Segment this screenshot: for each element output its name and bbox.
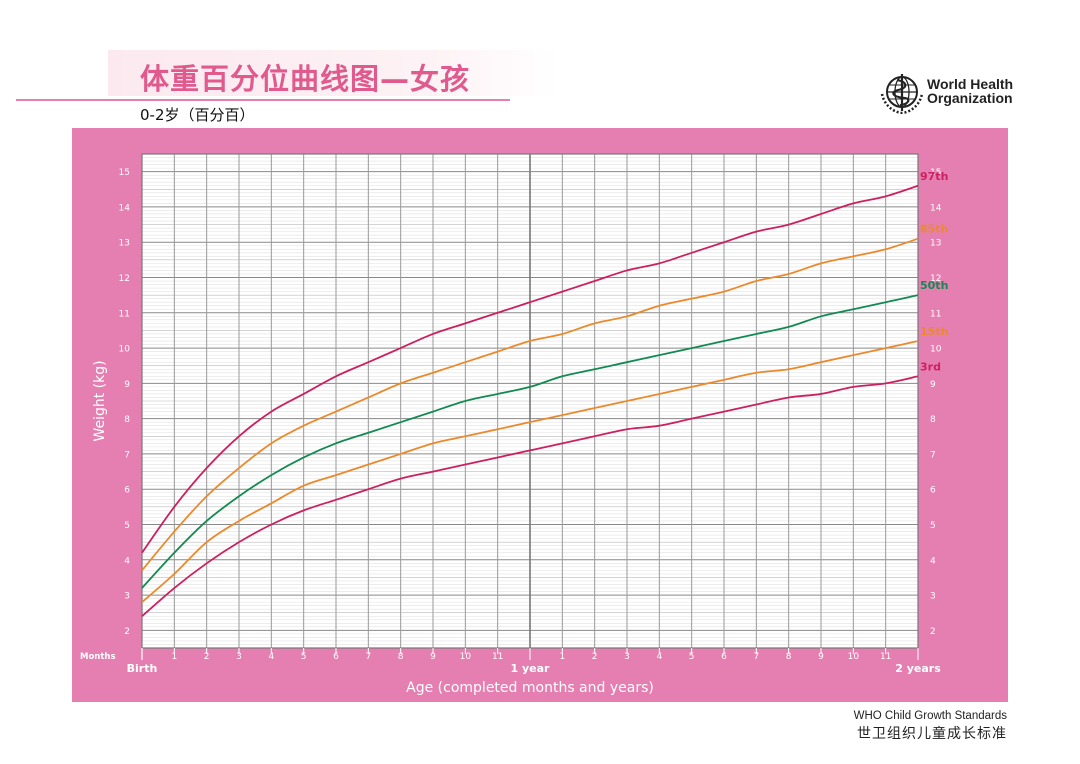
x-tick-label: 1 year: [511, 662, 551, 675]
x-tick-label: 10: [848, 652, 860, 662]
y-tick-label-right: 7: [930, 450, 936, 460]
title-divider: [16, 99, 510, 101]
series-label-3rd: 3rd: [920, 360, 941, 373]
series-line-50th: [141, 294, 919, 589]
series-line-15th: [141, 340, 919, 603]
y-tick-label-right: 14: [930, 203, 942, 213]
x-tick-label: 1: [559, 652, 565, 662]
y-tick-label-left: 9: [124, 380, 130, 390]
y-tick-label-left: 3: [124, 592, 130, 602]
series-label-15th: 15th: [920, 325, 948, 338]
series-label-97th: 97th: [920, 170, 948, 183]
x-tick-label: 8: [398, 652, 404, 662]
page-subtitle: 0-2岁（百分百）: [140, 106, 255, 124]
y-tick-label-right: 5: [930, 521, 936, 531]
y-tick-label-right: 12: [930, 274, 941, 284]
x-tick-label: 6: [721, 652, 727, 662]
y-tick-label-left: 15: [119, 168, 130, 178]
page-title: 体重百分位曲线图—女孩: [140, 62, 471, 96]
y-tick-label-left: 12: [119, 274, 130, 284]
y-tick-label-left: 6: [124, 486, 130, 496]
title-band: [108, 50, 558, 96]
x-tick-label: 11: [880, 652, 891, 662]
y-tick-label-right: 2: [930, 627, 936, 637]
x-tick-label: 5: [689, 652, 695, 662]
y-tick-label-right: 13: [930, 239, 941, 249]
y-tick-label-left: 14: [119, 203, 131, 213]
y-tick-label-right: 15: [930, 168, 941, 178]
y-tick-label-right: 10: [930, 345, 942, 355]
who-line1: World Health: [927, 76, 1014, 92]
x-tick-label: 1: [171, 652, 177, 662]
y-tick-label-left: 11: [119, 309, 130, 319]
series-label-85th: 85th: [920, 223, 948, 236]
series-line-97th: [141, 184, 919, 554]
x-tick-label: 4: [656, 652, 662, 662]
x-tick-label: 4: [268, 652, 274, 662]
y-tick-label-left: 13: [119, 239, 130, 249]
x-axis-label: Age (completed months and years): [406, 680, 654, 696]
who-wordmark: World Health Organization: [927, 77, 1013, 105]
x-tick-label: 5: [301, 652, 307, 662]
growth-chart: 2 2 3 3 4 4 5 5 6 6 7 7 8 8 9 9 10 10 11 11 12 12 13 13 14 14 15 15…: [72, 128, 1008, 702]
x-tick-label: Birth: [127, 662, 158, 675]
y-tick-label-right: 11: [930, 309, 941, 319]
series-line-3rd: [141, 375, 919, 617]
footer: WHO Child Growth Standards 世卫组织儿童成长标准: [854, 710, 1007, 743]
y-tick-label-left: 5: [124, 521, 130, 531]
y-tick-label-right: 4: [930, 556, 936, 566]
who-emblem-icon: [880, 74, 924, 114]
x-axis-caption: Months: [80, 652, 116, 662]
y-tick-label-left: 4: [124, 556, 130, 566]
y-tick-label-left: 8: [124, 415, 130, 425]
x-tick-label: 9: [818, 652, 824, 662]
footer-standard: WHO Child Growth Standards: [853, 710, 1007, 722]
y-tick-label-left: 7: [124, 450, 130, 460]
x-tick-label: 11: [492, 652, 503, 662]
footer-standard-cn: 世卫组织儿童成长标准: [857, 725, 1007, 741]
y-axis-label: Weight (kg): [92, 360, 108, 441]
x-tick-label: 6: [333, 652, 339, 662]
series-line-85th: [141, 237, 919, 571]
x-tick-label: 7: [365, 652, 371, 662]
x-tick-label: 3: [236, 652, 242, 662]
y-tick-label-right: 3: [930, 592, 936, 602]
x-tick-label: 8: [786, 652, 792, 662]
x-tick-label: 9: [430, 652, 436, 662]
x-tick-label: 2: [204, 652, 210, 662]
x-tick-label: 7: [753, 652, 759, 662]
who-line2: Organization: [927, 90, 1013, 106]
y-tick-label-left: 10: [119, 345, 131, 355]
series-label-50th: 50th: [920, 279, 948, 292]
x-tick-label: 2: [592, 652, 598, 662]
y-tick-label-right: 8: [930, 415, 936, 425]
x-tick-label: 10: [460, 652, 472, 662]
y-tick-label-left: 2: [124, 627, 130, 637]
y-tick-label-right: 9: [930, 380, 936, 390]
x-tick-label: 3: [624, 652, 630, 662]
x-tick-label: 2 years: [895, 662, 941, 675]
y-tick-label-right: 6: [930, 486, 936, 496]
